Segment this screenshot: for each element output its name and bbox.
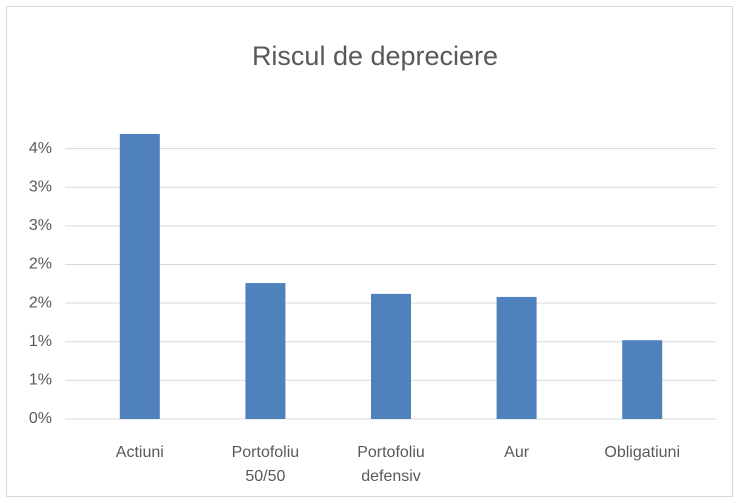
- y-tick-label: 3%: [29, 178, 52, 195]
- y-tick-label: 1%: [29, 333, 52, 350]
- y-tick-label: 4%: [29, 140, 52, 157]
- y-tick-label: 0%: [29, 410, 52, 427]
- chart-title: Riscul de depreciere: [252, 41, 498, 71]
- x-tick-label: Actiuni: [116, 444, 164, 461]
- y-tick-label: 3%: [29, 217, 52, 234]
- x-tick-label: Aur: [504, 444, 530, 461]
- x-tick-label: Portofoliu defensiv: [357, 444, 425, 485]
- y-tick-label: 2%: [29, 294, 52, 311]
- y-tick-label: 2%: [29, 256, 52, 273]
- bar: [245, 283, 286, 419]
- bar: [119, 133, 160, 419]
- bar: [622, 340, 663, 419]
- chart-frame: [6, 6, 733, 497]
- x-tick-label: Obligatiuni: [604, 444, 680, 461]
- bar: [371, 293, 411, 419]
- bar: [496, 296, 537, 419]
- y-tick-label: 1%: [29, 372, 52, 389]
- x-tick-label: Portofoliu 50/50: [232, 444, 300, 485]
